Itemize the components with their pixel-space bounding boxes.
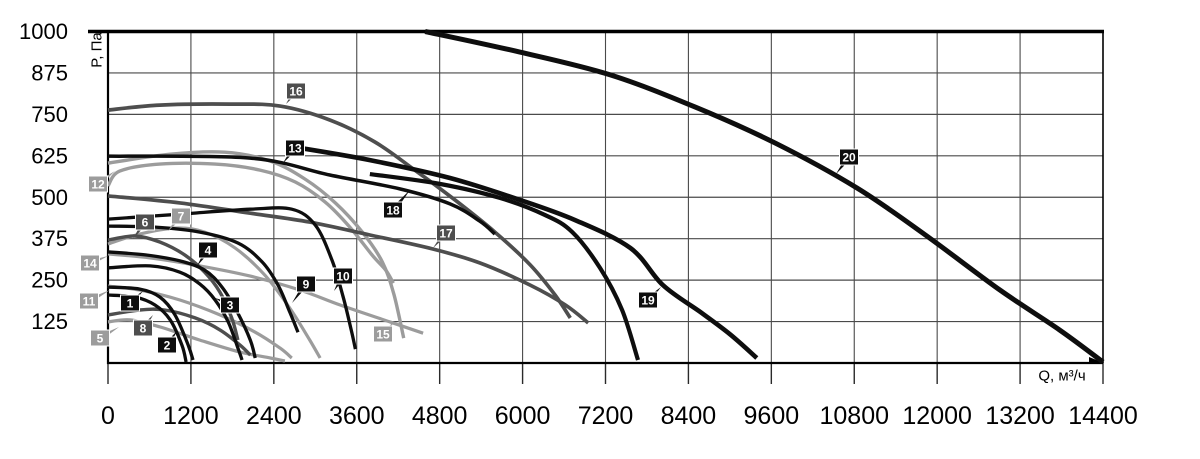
- y-tick-label-375: 375: [31, 226, 68, 251]
- y-tick-label-875: 875: [31, 60, 68, 85]
- x-tick-label-4800: 4800: [412, 402, 468, 430]
- curve-label-number-11: 11: [83, 295, 96, 309]
- curve-label-number-20: 20: [842, 151, 856, 165]
- fan-curve-20: [424, 29, 1105, 365]
- curve-label-number-18: 18: [386, 204, 400, 218]
- curve-label-number-5: 5: [97, 332, 104, 346]
- curve-label-number-14: 14: [83, 257, 97, 271]
- x-tick-label-14400: 14400: [1068, 402, 1138, 430]
- curve-label-number-1: 1: [127, 297, 134, 311]
- curve-label-badge-13: [285, 139, 305, 157]
- y-axis-title: P, Па: [88, 32, 106, 68]
- x-tick-label-9600: 9600: [744, 402, 800, 430]
- curve-label-badge-19: [638, 291, 658, 309]
- curve-label-badge-14: [80, 254, 100, 272]
- curve-label-number-9: 9: [303, 278, 310, 292]
- y-tick-label-625: 625: [31, 143, 68, 168]
- curve-label-number-15: 15: [376, 328, 390, 342]
- curve-label-badge-18: [383, 201, 403, 219]
- curve-label-number-17: 17: [439, 227, 453, 241]
- y-tick-label-750: 750: [31, 102, 68, 127]
- curve-label-badge-15: [373, 325, 393, 343]
- fan-curve-16: [107, 102, 572, 319]
- curve-label-badge-7: [171, 207, 191, 225]
- fan-curve-1: [107, 285, 195, 361]
- fan-curve-5: [107, 318, 286, 363]
- y-tick-label-1000: 1000: [19, 19, 68, 44]
- fan-curve-4: [107, 250, 257, 359]
- fan-curve-15: [107, 150, 406, 339]
- curve-label-badge-11: [79, 292, 99, 310]
- fan-curve-19: [294, 144, 759, 360]
- curve-label-number-4: 4: [205, 244, 212, 258]
- curve-label-badge-5: [90, 329, 110, 347]
- fan-curve-9: [107, 224, 300, 333]
- curve-label-number-16: 16: [289, 85, 303, 99]
- curve-label-number-8: 8: [140, 322, 147, 336]
- curve-label-number-19: 19: [641, 294, 655, 308]
- x-axis-title: Q, м³/ч: [1038, 367, 1086, 385]
- y-tick-label-250: 250: [31, 268, 68, 293]
- fan-curve-12: [106, 161, 395, 284]
- y-tick-label-125: 125: [31, 309, 68, 334]
- curve-label-badge-12: [88, 175, 108, 193]
- curve-label-badge-4: [198, 241, 218, 259]
- curve-label-badge-6: [135, 213, 155, 231]
- curve-label-badge-17: [436, 224, 456, 242]
- x-tick-label-0: 0: [101, 402, 115, 430]
- fan-curve-7: [107, 226, 322, 359]
- x-tick-label-8400: 8400: [661, 402, 717, 430]
- x-tick-label-1200: 1200: [163, 402, 219, 430]
- fan-curve-10: [107, 206, 358, 350]
- curve-label-number-2: 2: [164, 339, 171, 353]
- curve-label-number-12: 12: [91, 178, 105, 192]
- curve-label-badge-8: [133, 319, 153, 337]
- x-tick-label-12000: 12000: [902, 402, 972, 430]
- curve-label-number-13: 13: [288, 142, 302, 156]
- x-tick-label-10800: 10800: [819, 402, 889, 430]
- curve-label-badge-20: [839, 148, 859, 166]
- curve-label-badge-3: [220, 296, 240, 314]
- curve-label-badge-10: [333, 267, 353, 285]
- x-tick-label-7200: 7200: [578, 402, 634, 430]
- curve-label-badge-2: [157, 336, 177, 354]
- x-tick-label-13200: 13200: [985, 402, 1055, 430]
- x-tick-label-2400: 2400: [246, 402, 302, 430]
- x-tick-label-3600: 3600: [329, 402, 385, 430]
- fan-curve-13: [107, 154, 497, 236]
- y-tick-label-500: 500: [31, 185, 68, 210]
- curve-label-number-6: 6: [142, 216, 149, 230]
- curve-label-badge-1: [120, 294, 140, 312]
- curve-label-number-3: 3: [227, 299, 234, 313]
- fan-curve-17: [107, 194, 590, 325]
- x-tick-label-6000: 6000: [495, 402, 551, 430]
- curve-label-badge-9: [296, 275, 316, 293]
- fan-curve-18: [369, 171, 640, 361]
- curve-label-number-10: 10: [336, 270, 350, 284]
- fan-curve-3: [107, 264, 244, 361]
- curve-label-badge-16: [286, 82, 306, 100]
- fan-curve-6: [107, 234, 240, 341]
- curve-label-number-7: 7: [178, 210, 185, 224]
